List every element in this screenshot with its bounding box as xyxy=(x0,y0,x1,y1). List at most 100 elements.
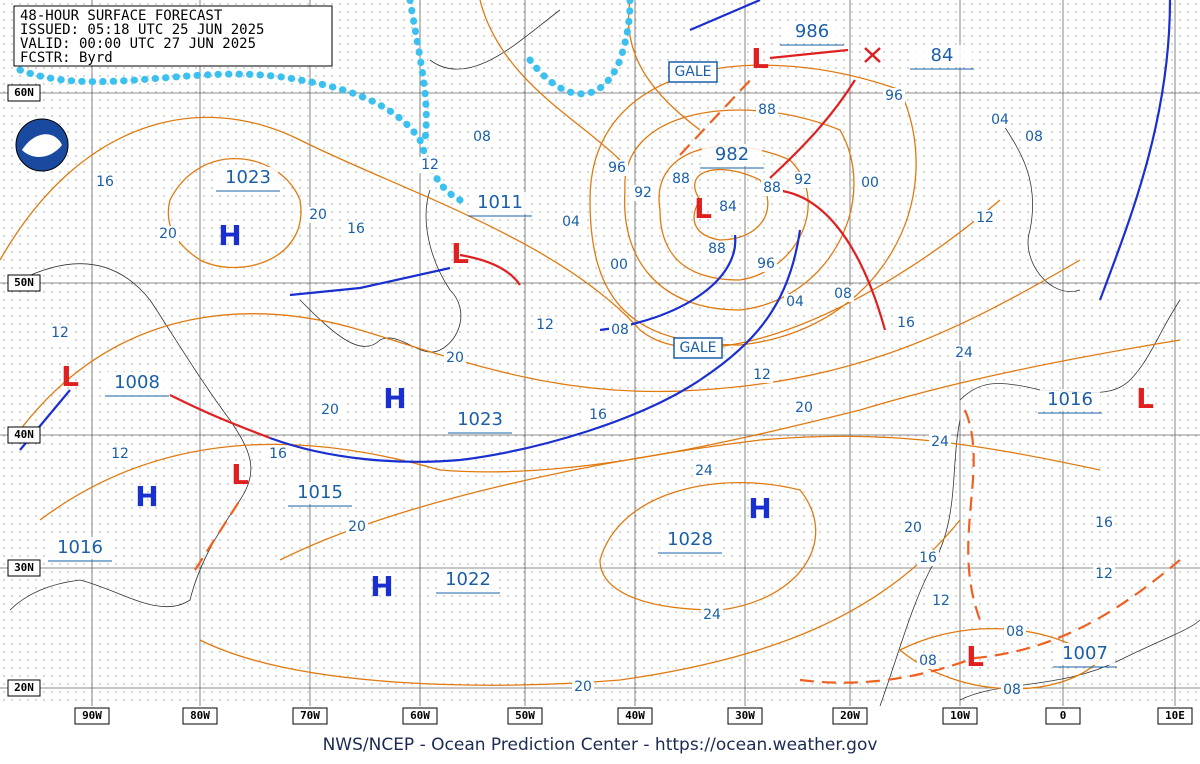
isobar-label: 16 xyxy=(1095,515,1113,531)
isobar-label-bg xyxy=(419,157,441,173)
lon-label-box xyxy=(507,707,543,725)
isobar-label-bg xyxy=(345,221,367,237)
isobar-label-bg xyxy=(1001,682,1023,698)
lat-label: 60N xyxy=(14,86,34,99)
pressure-value: 1023 xyxy=(457,409,503,430)
lon-label: 20W xyxy=(840,709,860,722)
pressure-value-bg xyxy=(1040,389,1100,411)
pressure-value-bg xyxy=(1055,643,1115,665)
lon-label: 0 xyxy=(1060,709,1067,722)
isobar-label-bg xyxy=(49,325,71,341)
isobar-label: 88 xyxy=(758,102,776,118)
isobar-label: 20 xyxy=(159,226,177,242)
pressure-value-bg xyxy=(290,482,350,504)
isobar-label: 16 xyxy=(269,446,287,462)
lon-label: 40W xyxy=(625,709,645,722)
isobar-label: 16 xyxy=(96,174,114,190)
high-center: H xyxy=(370,570,393,603)
isobar-label: 04 xyxy=(786,294,804,310)
isobar-label-bg xyxy=(572,679,594,695)
pressure-value: 982 xyxy=(715,144,749,165)
pressure-value: 1008 xyxy=(114,372,160,393)
isobar-label-bg xyxy=(319,402,341,418)
low-center: L xyxy=(1136,382,1154,415)
footer: NWS/NCEP - Ocean Prediction Center - htt… xyxy=(323,735,878,755)
isobar-label: 88 xyxy=(763,180,781,196)
isobar-label: 08 xyxy=(473,129,491,145)
isobar-label-bg xyxy=(608,257,630,273)
isobar-label: 08 xyxy=(1006,624,1024,640)
lat-label-box xyxy=(7,274,41,292)
isobar-label: 00 xyxy=(861,175,879,191)
isobar-label-bg xyxy=(560,214,582,230)
low-center: L xyxy=(751,42,769,75)
lon-label: 30W xyxy=(735,709,755,722)
pressure-value: 1022 xyxy=(445,569,491,590)
fronts xyxy=(19,0,1181,684)
isobar-label: 12 xyxy=(111,446,129,462)
pressure-value-bg xyxy=(107,372,167,394)
isobar-label-bg xyxy=(693,463,715,479)
header-forecaster: FCSTR: Byrd xyxy=(20,50,113,66)
isobar-label-bg xyxy=(606,160,628,176)
isobar-label-bg xyxy=(859,175,881,191)
pressure-value-bg xyxy=(438,569,498,591)
low-center: L xyxy=(966,640,984,673)
high-center: H xyxy=(383,382,406,415)
low-markers xyxy=(864,47,881,63)
high-center: H xyxy=(218,219,241,252)
header-valid: VALID: 00:00 UTC 27 JUN 2025 xyxy=(20,36,256,52)
isobar-label: 16 xyxy=(897,315,915,331)
isobar-label-bg xyxy=(902,520,924,536)
isobar-label-bg xyxy=(761,180,783,196)
header-title: 48-HOUR SURFACE FORECAST xyxy=(20,8,223,24)
isobar-label-bg xyxy=(895,315,917,331)
isobar-label-bg xyxy=(929,434,951,450)
isobar-label: 20 xyxy=(309,207,327,223)
isobar-label: 08 xyxy=(919,653,937,669)
isobar-label-bg xyxy=(670,171,692,187)
isobar-label: 12 xyxy=(1095,566,1113,582)
isobar-label-bg xyxy=(917,653,939,669)
lon-label-box xyxy=(1157,707,1193,725)
lat-label-box xyxy=(7,679,41,697)
isobar-label-bg xyxy=(717,199,739,215)
isobar-label: 20 xyxy=(348,519,366,535)
isobar-label: 24 xyxy=(703,607,721,623)
lat-label-box xyxy=(7,559,41,577)
pressure-value: 1023 xyxy=(225,167,271,188)
isobar-label: 24 xyxy=(931,434,949,450)
coastlines xyxy=(9,9,1200,707)
pressure-value-bg xyxy=(702,144,762,166)
isobar-label: 08 xyxy=(834,286,852,302)
isobar-label: 08 xyxy=(1025,129,1043,145)
isobar-label: 00 xyxy=(610,257,628,273)
isobar-label: 08 xyxy=(611,322,629,338)
isobar-label-bg xyxy=(307,207,329,223)
isobar-label: 12 xyxy=(976,210,994,226)
isobar-label-bg xyxy=(793,400,815,416)
isobar-label-bg xyxy=(444,350,466,366)
isobar-label: 92 xyxy=(794,172,812,188)
isobar-label-bg xyxy=(109,446,131,462)
isobar-label: 12 xyxy=(51,325,69,341)
isobar-label: 20 xyxy=(904,520,922,536)
isobar-label: 04 xyxy=(991,112,1009,128)
isobar-label: 92 xyxy=(634,185,652,201)
pressure-value-bg xyxy=(470,192,530,214)
isobar-label: 04 xyxy=(562,214,580,230)
isobar-label-bg xyxy=(609,322,631,338)
pressure-value: 1007 xyxy=(1062,643,1108,664)
isobar-label-bg xyxy=(1093,566,1115,582)
isobar-label-bg xyxy=(1023,129,1045,145)
lon-label-box xyxy=(942,707,978,725)
isobar-label-bg xyxy=(346,519,368,535)
isobar-label: 12 xyxy=(421,157,439,173)
lon-label: 70W xyxy=(300,709,320,722)
isobar-label: 16 xyxy=(347,221,365,237)
isobar-label-bg xyxy=(267,446,289,462)
lon-label-box xyxy=(292,707,328,725)
isobar-label-bg xyxy=(989,112,1011,128)
header-issued: ISSUED: 05:18 UTC 25 JUN 2025 xyxy=(20,22,264,38)
lat-label: 50N xyxy=(14,276,34,289)
